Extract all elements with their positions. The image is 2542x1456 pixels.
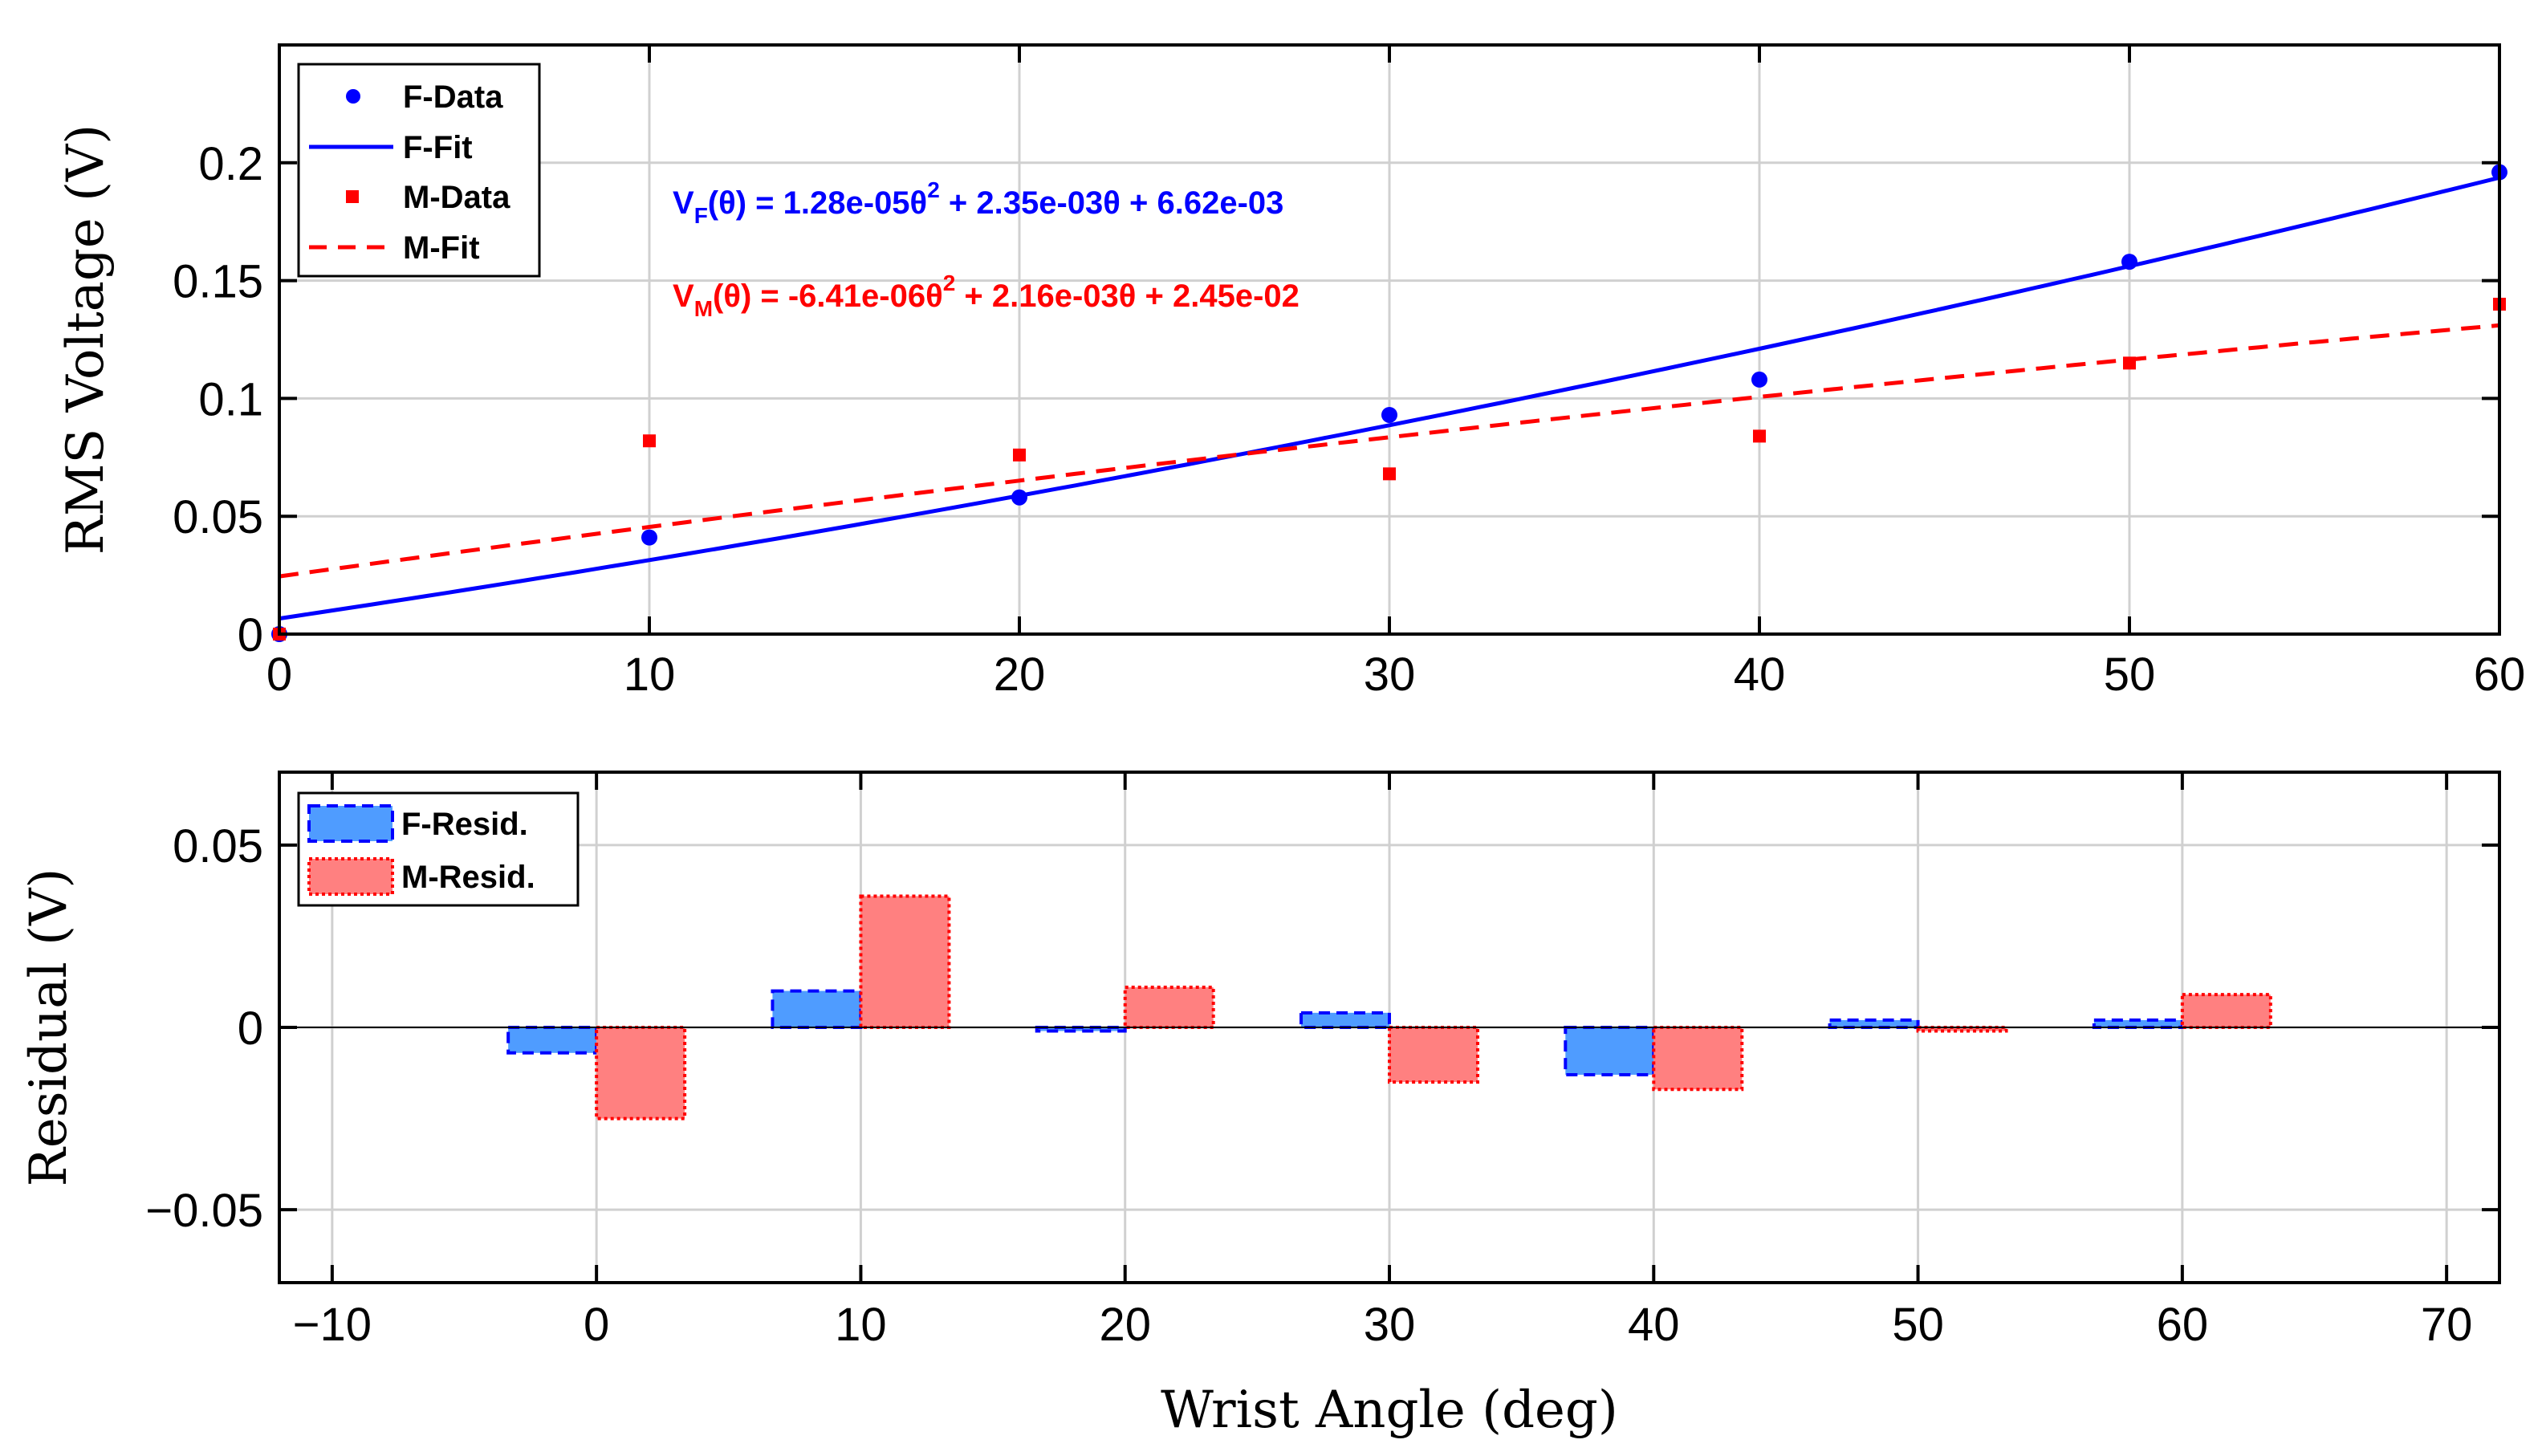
legend-label-m-data: M-Data bbox=[403, 180, 510, 215]
top-legend: F-Data F-Fit M-Data M-Fit bbox=[297, 63, 541, 278]
top-xtick-label: 60 bbox=[2474, 649, 2526, 701]
bar-m-resid bbox=[1123, 986, 1215, 1029]
legend-label-f-resid: F-Resid. bbox=[401, 807, 528, 842]
point-m-data bbox=[2123, 356, 2136, 370]
legend-label-m-fit: M-Fit bbox=[403, 230, 480, 266]
top-xtick-label: 30 bbox=[1364, 649, 1416, 701]
bottom-ticks: −10 0 10 20 30 40 50 60 70 −0.05 0 0.05 bbox=[145, 772, 2499, 1351]
legend-swatch-m-resid bbox=[307, 857, 394, 896]
legend-swatch-f-resid bbox=[307, 804, 394, 843]
point-m-data bbox=[1383, 467, 1396, 481]
top-xtick-label: 20 bbox=[994, 649, 1046, 701]
bar-m-resid bbox=[1916, 1026, 2008, 1033]
top-ytick-label: 0.05 bbox=[173, 491, 263, 543]
bottom-xtick-label: 20 bbox=[1099, 1299, 1151, 1351]
bar-f-resid bbox=[1828, 1018, 1920, 1030]
legend-marker-f-data bbox=[346, 89, 360, 104]
bottom-xtick-label: 40 bbox=[1628, 1299, 1680, 1351]
point-f-data bbox=[1381, 406, 1397, 423]
top-xtick-label: 40 bbox=[1734, 649, 1786, 701]
top-ytick-label: 0.15 bbox=[173, 256, 263, 308]
top-xtick-label: 50 bbox=[2104, 649, 2156, 701]
point-m-data bbox=[1753, 429, 1766, 443]
bar-f-resid bbox=[1299, 1011, 1391, 1030]
bar-m-resid bbox=[1388, 1026, 1479, 1084]
bar-f-resid bbox=[771, 989, 863, 1029]
bar-m-resid bbox=[1652, 1026, 1744, 1092]
top-ytick-label: 0.1 bbox=[198, 373, 263, 425]
bar-m-resid bbox=[2180, 993, 2272, 1029]
bottom-xtick-label: 10 bbox=[835, 1299, 887, 1351]
bottom-xtick-label: 50 bbox=[1892, 1299, 1944, 1351]
bar-m-resid bbox=[859, 894, 951, 1030]
bottom-xtick-label: 60 bbox=[2157, 1299, 2209, 1351]
bar-m-resid bbox=[595, 1026, 687, 1120]
top-xtick-label: 10 bbox=[624, 649, 676, 701]
point-f-data bbox=[1011, 489, 1027, 506]
bar-f-resid bbox=[2092, 1018, 2184, 1030]
bottom-ytick-label: −0.05 bbox=[145, 1185, 263, 1237]
bottom-xtick-label: 0 bbox=[584, 1299, 609, 1351]
point-f-data bbox=[1751, 371, 1767, 388]
legend-label-m-resid: M-Resid. bbox=[401, 860, 535, 895]
legend-marker-m-data bbox=[346, 190, 359, 203]
bar-f-resid bbox=[1564, 1026, 1656, 1077]
top-ticks: 0 10 20 30 40 50 60 0 0.05 0.1 0.15 0.2 bbox=[173, 45, 2525, 701]
equation-f: VF(θ) = 1.28e-05θ2 + 2.35e-03θ + 6.62e-0… bbox=[673, 177, 1283, 228]
bottom-ytick-label: 0 bbox=[238, 1003, 263, 1055]
bottom-legend: F-Resid. M-Resid. bbox=[297, 791, 580, 907]
top-ylabel: RMS Voltage (V) bbox=[56, 124, 116, 555]
point-f-data bbox=[2121, 254, 2137, 270]
top-grid bbox=[278, 45, 2501, 636]
point-m-data bbox=[643, 434, 656, 448]
top-legend-box bbox=[297, 63, 541, 278]
bottom-xtick-label: 30 bbox=[1364, 1299, 1416, 1351]
bottom-ytick-label: 0.05 bbox=[173, 820, 263, 872]
point-m-data bbox=[1013, 448, 1026, 462]
top-ytick-label: 0 bbox=[238, 609, 263, 661]
top-xtick-label: 0 bbox=[266, 649, 292, 701]
bar-f-resid bbox=[506, 1026, 599, 1055]
bottom-bars bbox=[506, 894, 2272, 1120]
bottom-ylabel: Residual (V) bbox=[19, 868, 79, 1187]
top-panel: 0 10 20 30 40 50 60 0 0.05 0.1 0.15 0.2 RMS Voltage… bbox=[56, 43, 2525, 701]
equation-m: VM(θ) = -6.41e-06θ2 + 2.16e-03θ + 2.45e-… bbox=[673, 270, 1299, 321]
legend-label-f-data: F-Data bbox=[403, 79, 503, 115]
bottom-xtick-label: 70 bbox=[2421, 1299, 2473, 1351]
point-f-data bbox=[641, 529, 657, 546]
bottom-panel: −10 0 10 20 30 40 50 60 70 −0.05 0 0.05 Residual (V… bbox=[19, 771, 2501, 1440]
bottom-xtick-label: −10 bbox=[293, 1299, 372, 1351]
bottom-xlabel: Wrist Angle (deg) bbox=[1161, 1381, 1618, 1440]
legend-label-f-fit: F-Fit bbox=[403, 130, 473, 165]
top-ytick-label: 0.2 bbox=[198, 138, 263, 190]
